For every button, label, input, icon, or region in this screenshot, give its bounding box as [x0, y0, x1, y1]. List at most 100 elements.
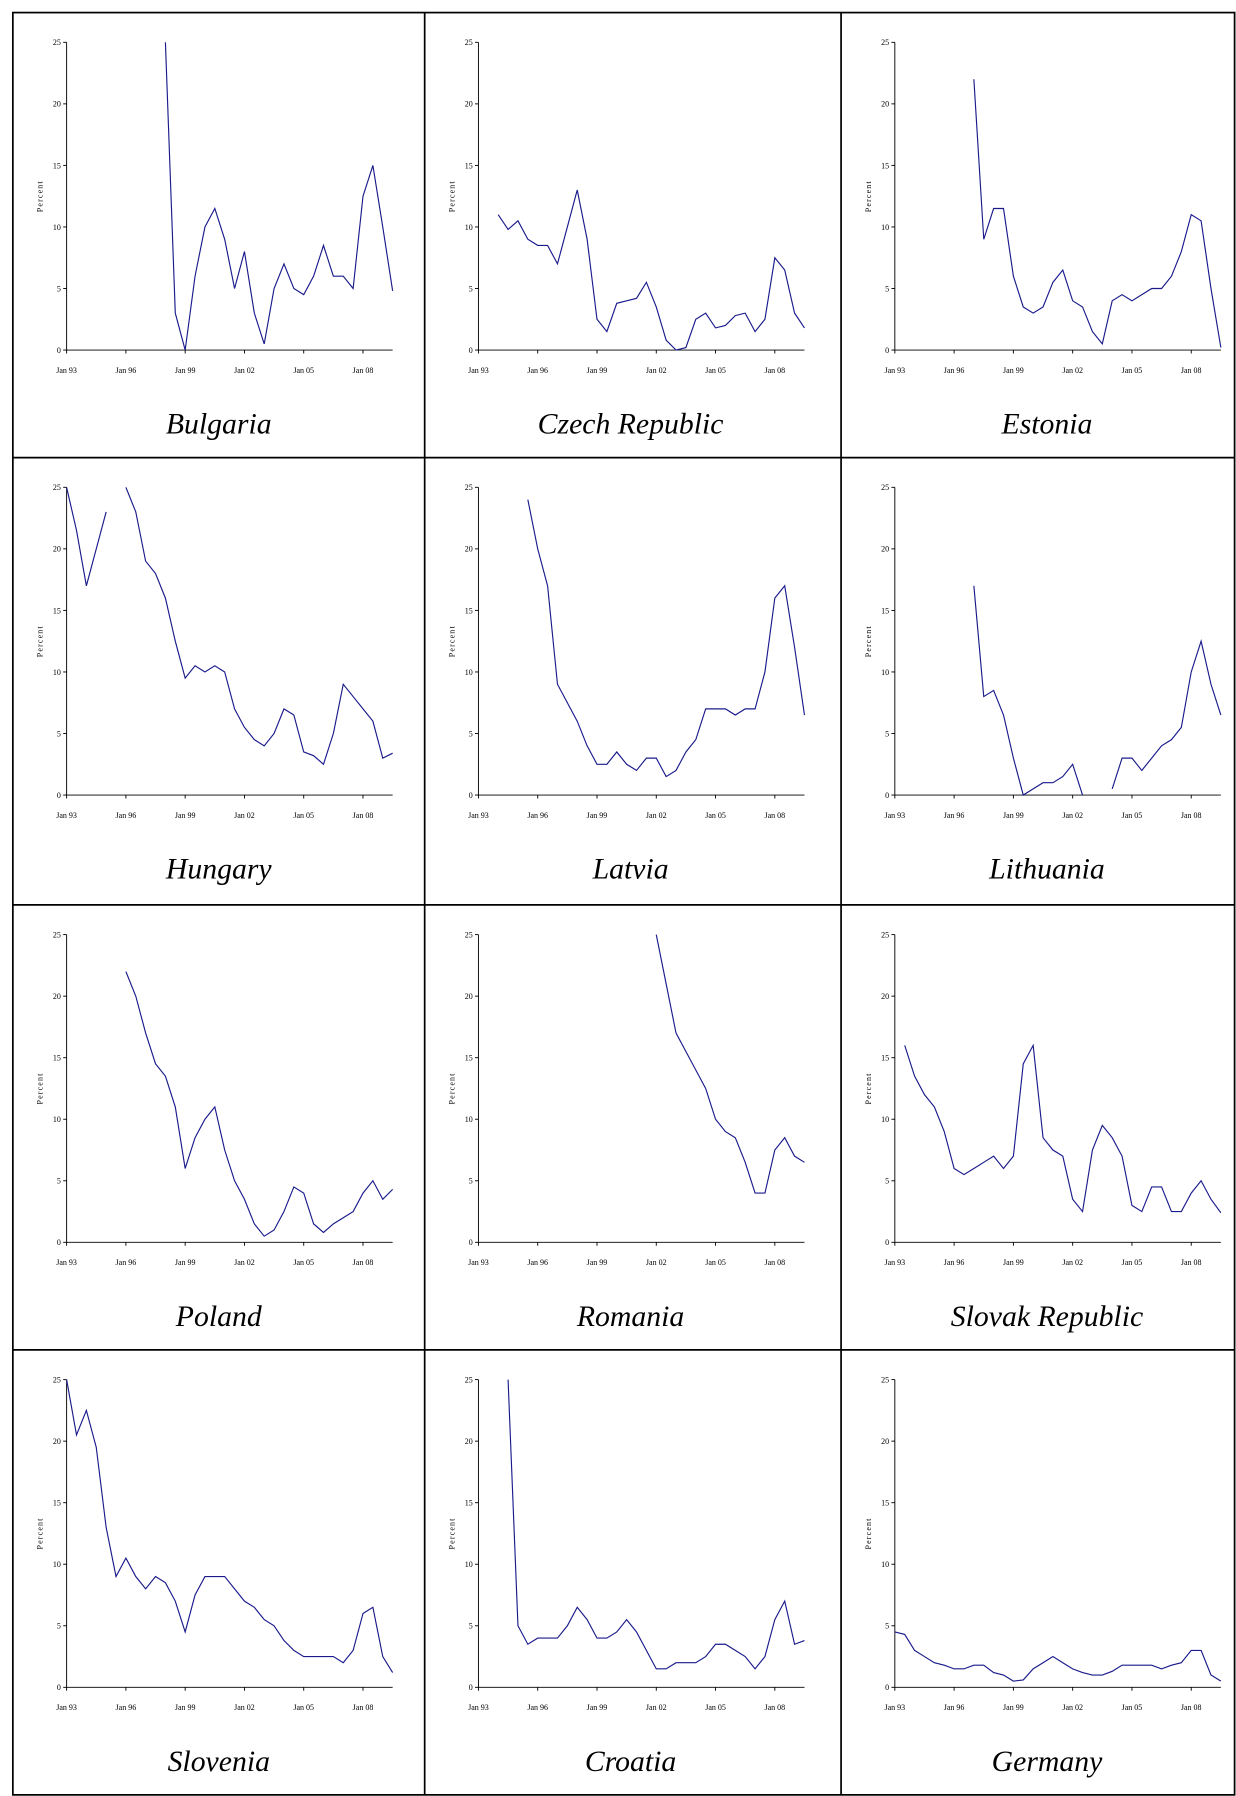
x-tick-label: Jan 93	[468, 1703, 489, 1712]
y-tick-label: 25	[881, 930, 889, 939]
y-axis-label: Percent	[447, 1517, 456, 1549]
y-tick-label: 10	[53, 223, 61, 232]
x-tick-label: Jan 93	[468, 1258, 489, 1267]
y-tick-label: 5	[57, 1622, 61, 1631]
chart-title: Lithuania	[988, 853, 1105, 886]
chart-title: Czech Republic	[538, 408, 724, 441]
y-tick-label: 0	[469, 1238, 473, 1247]
x-tick-label: Jan 02	[234, 1258, 255, 1267]
x-tick-label: Jan 99	[1003, 1703, 1024, 1712]
x-tick-label: Jan 96	[116, 1703, 137, 1712]
data-line	[507, 1379, 805, 1670]
x-tick-label: Jan 05	[705, 1258, 726, 1267]
x-tick-label: Jan 96	[944, 366, 965, 375]
y-tick-label: 0	[469, 791, 473, 800]
x-tick-label: Jan 08	[353, 366, 374, 375]
x-tick-label: Jan 93	[56, 1703, 77, 1712]
y-tick-label: 10	[465, 668, 473, 677]
data-line	[497, 189, 805, 351]
y-tick-label: 15	[881, 1499, 889, 1508]
y-tick-label: 5	[885, 284, 889, 293]
x-tick-label: Jan 02	[234, 366, 255, 375]
x-tick-label: Jan 02	[234, 811, 255, 820]
y-tick-label: 25	[53, 1375, 61, 1384]
x-tick-label: Jan 05	[293, 366, 314, 375]
y-tick-label: 15	[465, 161, 473, 170]
x-tick-label: Jan 08	[764, 1258, 785, 1267]
panel: 0 5 10 15 20 25 Jan 93 Jan 96 Jan 99 Jan 02 Jan 05…	[36, 483, 393, 886]
chart-title: Slovenia	[168, 1745, 270, 1778]
y-tick-label: 20	[53, 1437, 61, 1446]
x-tick-label: Jan 96	[116, 1258, 137, 1267]
x-tick-label: Jan 02	[646, 366, 667, 375]
x-tick-label: Jan 02	[646, 811, 667, 820]
y-tick-label: 20	[881, 100, 889, 109]
y-tick-label: 20	[881, 1437, 889, 1446]
x-tick-label: Jan 93	[884, 1258, 905, 1267]
y-tick-label: 20	[881, 992, 889, 1001]
x-tick-label: Jan 93	[468, 366, 489, 375]
x-tick-label: Jan 08	[1181, 811, 1202, 820]
y-tick-label: 0	[885, 1683, 889, 1692]
y-tick-label: 25	[881, 38, 889, 47]
y-tick-label: 5	[885, 729, 889, 738]
y-tick-label: 5	[885, 1622, 889, 1631]
data-line	[125, 971, 394, 1237]
x-tick-label: Jan 99	[1003, 811, 1024, 820]
x-tick-label: Jan 96	[527, 1703, 548, 1712]
x-tick-label: Jan 96	[527, 1258, 548, 1267]
x-tick-label: Jan 05	[1122, 1258, 1143, 1267]
x-tick-label: Jan 05	[293, 1258, 314, 1267]
y-tick-label: 10	[465, 1560, 473, 1569]
x-tick-label: Jan 99	[587, 366, 608, 375]
x-tick-label: Jan 93	[468, 811, 489, 820]
x-tick-label: Jan 05	[1122, 811, 1143, 820]
x-tick-label: Jan 99	[175, 811, 196, 820]
x-tick-label: Jan 08	[1181, 366, 1202, 375]
y-axis-label: Percent	[447, 625, 456, 657]
y-tick-label: 10	[465, 1115, 473, 1124]
x-tick-label: Jan 93	[884, 366, 905, 375]
x-tick-label: Jan 96	[116, 366, 137, 375]
x-tick-label: Jan 93	[884, 811, 905, 820]
x-tick-label: Jan 96	[944, 1703, 965, 1712]
y-tick-label: 25	[53, 930, 61, 939]
x-tick-label: Jan 05	[705, 366, 726, 375]
data-line	[66, 487, 393, 766]
chart-title: Croatia	[585, 1745, 676, 1778]
y-tick-label: 20	[53, 100, 61, 109]
data-line	[973, 585, 1222, 796]
data-line	[655, 934, 805, 1194]
y-axis-label: Percent	[36, 1517, 45, 1549]
y-tick-label: 0	[57, 1683, 61, 1692]
panel: 0 5 10 15 20 25 Jan 93 Jan 96 Jan 99 Jan 02 Jan 05…	[36, 1375, 394, 1778]
panel: 0 5 10 15 20 25 Jan 93 Jan 96 Jan 99 Jan 02 Jan 05…	[864, 930, 1222, 1333]
y-tick-label: 10	[881, 668, 889, 677]
y-tick-label: 15	[881, 1054, 889, 1063]
y-tick-label: 15	[53, 1499, 61, 1508]
x-tick-label: Jan 05	[1122, 1703, 1143, 1712]
y-axis-label: Percent	[864, 1517, 873, 1549]
x-tick-label: Jan 08	[353, 811, 374, 820]
x-tick-label: Jan 05	[1122, 366, 1143, 375]
y-tick-label: 20	[465, 545, 473, 554]
y-tick-label: 20	[53, 545, 61, 554]
x-tick-label: Jan 93	[56, 366, 77, 375]
panel: 0 5 10 15 20 25 Jan 93 Jan 96 Jan 99 Jan 02 Jan 05…	[864, 1375, 1222, 1778]
y-tick-label: 0	[57, 346, 61, 355]
y-tick-label: 25	[465, 1375, 473, 1384]
data-line	[973, 79, 1222, 348]
x-tick-label: Jan 99	[587, 811, 608, 820]
x-tick-label: Jan 99	[1003, 1258, 1024, 1267]
y-tick-label: 10	[53, 668, 61, 677]
y-tick-label: 15	[465, 1499, 473, 1508]
x-tick-label: Jan 96	[944, 811, 965, 820]
chart-title: Slovak Republic	[951, 1300, 1143, 1333]
y-axis-label: Percent	[36, 1072, 45, 1104]
y-tick-label: 10	[53, 1115, 61, 1124]
y-tick-label: 15	[53, 606, 61, 615]
data-line	[66, 1379, 394, 1673]
panel: 0 5 10 15 20 25 Jan 93 Jan 96 Jan 99 Jan 02 Jan 05…	[447, 930, 805, 1333]
y-tick-label: 20	[881, 545, 889, 554]
